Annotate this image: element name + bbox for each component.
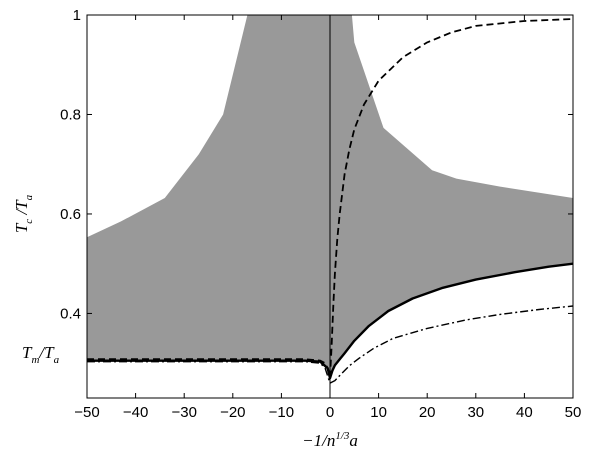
series-group <box>87 15 573 398</box>
x-tick-label: −40 <box>123 404 148 421</box>
x-tick-label: −20 <box>220 404 245 421</box>
x-tick-label: 40 <box>516 404 533 421</box>
y-tick-label: 0.6 <box>60 206 81 223</box>
plot-area <box>87 15 573 398</box>
x-tick-label: 50 <box>565 404 582 421</box>
x-tick-label: −50 <box>74 404 99 421</box>
x-axis-label: −1/n1/3a <box>302 430 358 450</box>
x-tick-label: 0 <box>326 404 334 421</box>
y-tick-label: 0.4 <box>60 305 81 322</box>
x-tick-label: 10 <box>370 404 387 421</box>
x-tick-label: 30 <box>467 404 484 421</box>
y-tick-label: 1 <box>73 7 81 24</box>
tm-ta-annotation: Tm/Ta <box>22 343 60 366</box>
x-tick-label: −30 <box>171 404 196 421</box>
tick-layer: −50 −40 −30 −20 −10 0 10 20 30 40 50 0.4 0.6 0.8 1 <box>60 7 581 421</box>
y-axis-label: Tc /Ta <box>12 194 35 233</box>
y-tick-label: 0.8 <box>60 106 81 123</box>
x-tick-label: 20 <box>419 404 436 421</box>
dashdot-series-line <box>87 305 573 384</box>
dashed-series-line <box>87 18 573 379</box>
x-tick-label: −10 <box>269 404 294 421</box>
